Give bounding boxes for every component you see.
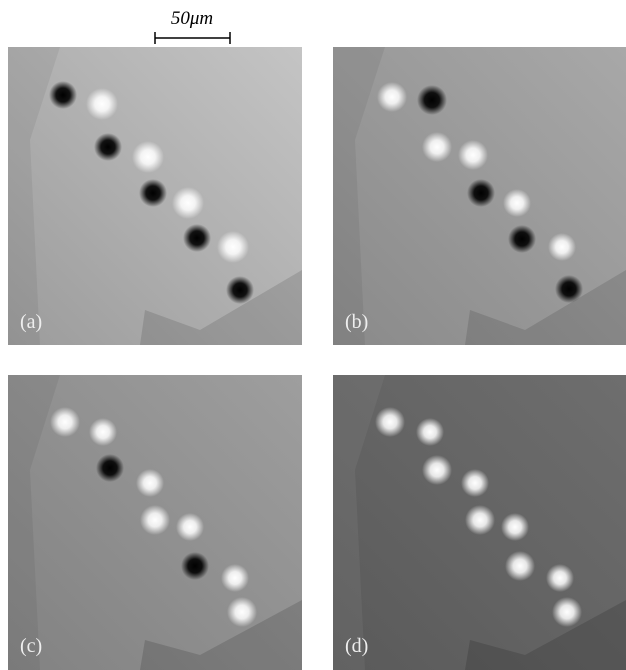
panel-a: (a) <box>8 47 302 345</box>
panel-label: (b) <box>345 311 368 333</box>
panel-b: (b) <box>333 47 626 345</box>
panel-label: (a) <box>20 311 42 333</box>
scale-bar: 50μm <box>155 8 230 44</box>
scale-label: 50μm <box>171 8 213 29</box>
panel-d: (d) <box>333 375 626 670</box>
panel-label: (d) <box>345 635 368 657</box>
figure: 50μm (a) (b) (c) <box>0 0 626 670</box>
panel-c: (c) <box>8 375 302 670</box>
panel-label: (c) <box>20 635 42 657</box>
